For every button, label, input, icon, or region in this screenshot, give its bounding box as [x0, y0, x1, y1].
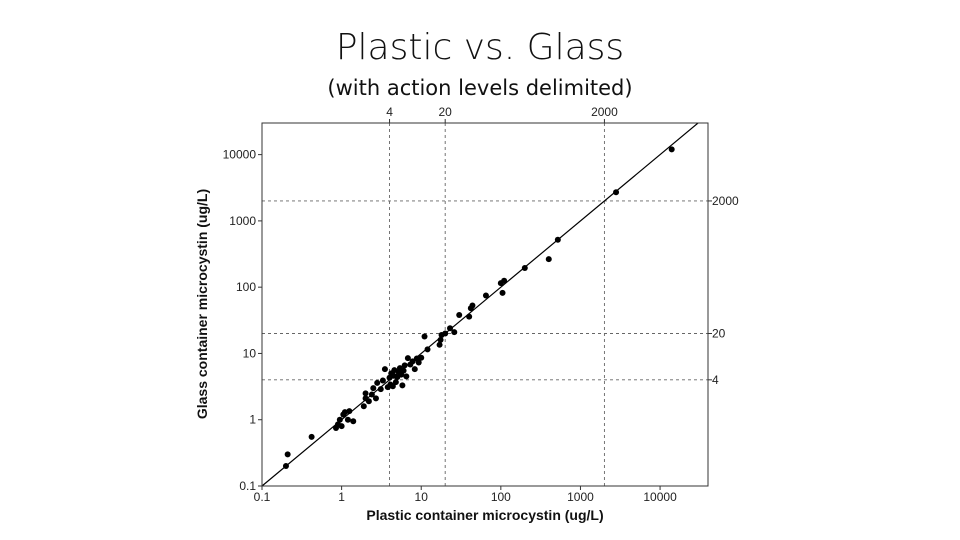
- slide-subtitle: (with action levels delimited): [327, 76, 633, 100]
- data-point-41: [409, 358, 416, 365]
- data-point-65: [613, 189, 620, 196]
- data-point-66: [668, 146, 675, 153]
- plot-frame: [261, 122, 709, 487]
- data-point-16: [368, 391, 375, 398]
- data-point-20: [377, 386, 384, 393]
- y-axis-ticks: 0.1 1 10 100 1000 10000: [223, 148, 262, 493]
- action-level-right-label-0: 4: [712, 373, 719, 387]
- data-point-2: [308, 433, 315, 440]
- slide-title: Plastic vs. Glass: [335, 27, 625, 68]
- data-point-60: [501, 277, 508, 284]
- y-tick-label-3: 100: [236, 280, 256, 294]
- data-point-18: [372, 395, 379, 402]
- data-point-36: [400, 367, 407, 374]
- data-point-51: [442, 330, 449, 337]
- y-tick-label-4: 1000: [229, 214, 256, 228]
- data-point-19: [374, 379, 381, 386]
- data-point-9: [344, 416, 351, 423]
- data-point-64: [554, 236, 561, 243]
- data-point-35: [399, 382, 406, 389]
- data-point-47: [424, 346, 431, 353]
- data-point-30: [392, 379, 399, 386]
- data-point-57: [469, 302, 476, 309]
- data-point-39: [404, 355, 411, 362]
- data-point-54: [456, 312, 463, 319]
- action-level-labels: 4 4 20 20 2000 2000: [386, 105, 739, 387]
- data-points: [282, 146, 675, 470]
- x-tick-label-0: 0.1: [254, 490, 271, 504]
- data-point-45: [418, 354, 425, 361]
- action-level-top-label-2: 2000: [591, 105, 618, 119]
- x-axis-ticks: 0.1 1 10 100 1000 10000: [254, 486, 677, 504]
- data-point-50: [437, 336, 444, 343]
- data-point-61: [499, 289, 506, 296]
- x-tick-label-3: 100: [491, 490, 511, 504]
- data-point-5: [338, 423, 345, 430]
- x-tick-label-1: 1: [338, 490, 345, 504]
- data-point-17: [370, 385, 377, 392]
- x-axis-title: Plastic container microcystin (ug/L): [366, 507, 603, 523]
- action-level-top-label-1: 20: [439, 105, 453, 119]
- data-point-63: [545, 256, 552, 263]
- identity-line: [261, 122, 699, 487]
- data-point-21: [379, 377, 386, 384]
- data-point-10: [346, 408, 353, 415]
- action-level-right-label-2: 2000: [712, 194, 739, 208]
- action-level-right-label-1: 20: [712, 326, 726, 340]
- data-point-37: [401, 362, 408, 369]
- y-tick-label-0: 0.1: [239, 479, 256, 493]
- action-level-top-label-0: 4: [386, 105, 393, 119]
- x-tick-label-5: 10000: [643, 490, 677, 504]
- data-point-6: [336, 416, 343, 423]
- data-point-0: [282, 463, 289, 470]
- data-point-12: [360, 403, 367, 410]
- data-point-52: [447, 325, 454, 332]
- y-tick-label-5: 10000: [223, 148, 257, 162]
- data-point-22: [381, 366, 388, 373]
- data-point-1: [284, 451, 291, 458]
- data-point-48: [436, 341, 443, 348]
- data-point-58: [482, 292, 489, 299]
- data-point-14: [365, 398, 372, 405]
- data-point-15: [362, 390, 369, 397]
- data-point-55: [466, 313, 473, 320]
- data-point-38: [403, 373, 410, 380]
- data-point-53: [451, 329, 458, 336]
- data-point-44: [415, 359, 422, 366]
- data-point-62: [521, 264, 528, 271]
- data-point-46: [421, 333, 428, 340]
- x-tick-label-2: 10: [415, 490, 429, 504]
- y-axis-title: Glass container microcystin (ug/L): [194, 189, 210, 419]
- y-tick-label-1: 1: [249, 413, 256, 427]
- x-tick-label-4: 1000: [567, 490, 594, 504]
- data-point-27: [389, 383, 396, 390]
- data-point-11: [350, 418, 357, 425]
- y-tick-label-2: 10: [243, 346, 257, 360]
- action-level-lines: [262, 123, 708, 486]
- data-point-42: [411, 366, 418, 373]
